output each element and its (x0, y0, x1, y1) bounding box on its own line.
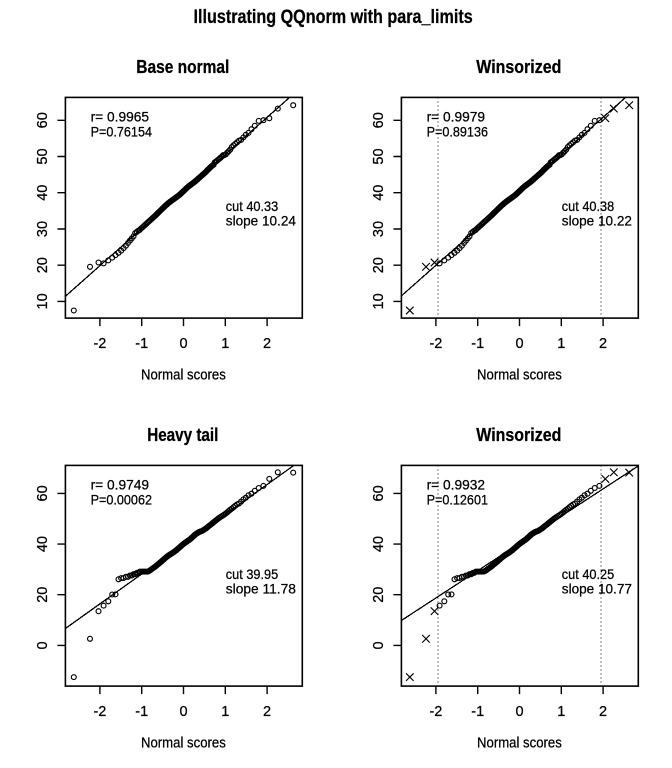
svg-text:r= 0.9749: r= 0.9749 (91, 478, 150, 493)
svg-text:30: 30 (35, 221, 51, 237)
svg-text:10: 10 (371, 293, 387, 309)
svg-text:cut 40.38: cut 40.38 (562, 199, 615, 214)
svg-text:r= 0.9932: r= 0.9932 (427, 478, 485, 493)
svg-text:0: 0 (35, 641, 51, 649)
svg-text:Winsorized: Winsorized (476, 425, 561, 445)
svg-text:2: 2 (263, 704, 271, 720)
svg-text:10: 10 (35, 293, 51, 309)
svg-text:0: 0 (371, 641, 387, 649)
svg-text:-2: -2 (93, 336, 106, 352)
svg-text:0: 0 (179, 336, 187, 352)
svg-text:20: 20 (371, 257, 387, 273)
svg-text:cut 39.95: cut 39.95 (226, 567, 279, 582)
svg-text:40: 40 (35, 536, 51, 552)
svg-text:r= 0.9965: r= 0.9965 (91, 110, 150, 125)
svg-text:40: 40 (371, 536, 387, 552)
svg-text:60: 60 (35, 112, 51, 128)
svg-text:0: 0 (515, 704, 523, 720)
svg-text:2: 2 (599, 704, 607, 720)
svg-text:40: 40 (35, 185, 51, 201)
svg-text:-2: -2 (93, 704, 106, 720)
svg-text:50: 50 (371, 148, 387, 164)
svg-text:slope 10.77: slope 10.77 (562, 582, 632, 597)
svg-text:1: 1 (557, 336, 565, 352)
svg-text:20: 20 (371, 587, 387, 603)
svg-text:Winsorized: Winsorized (476, 57, 561, 77)
svg-text:P=0.76154: P=0.76154 (91, 125, 153, 140)
svg-text:cut 40.33: cut 40.33 (226, 199, 279, 214)
svg-text:20: 20 (35, 257, 51, 273)
svg-text:P=0.00062: P=0.00062 (91, 493, 152, 508)
svg-text:cut 40.25: cut 40.25 (562, 567, 615, 582)
svg-text:-1: -1 (135, 704, 148, 720)
svg-text:0: 0 (179, 704, 187, 720)
svg-text:50: 50 (35, 148, 51, 164)
svg-text:1: 1 (221, 704, 229, 720)
svg-text:1: 1 (557, 704, 565, 720)
svg-text:-2: -2 (429, 336, 442, 352)
svg-text:r= 0.9979: r= 0.9979 (427, 110, 486, 125)
svg-text:30: 30 (371, 221, 387, 237)
svg-text:slope 10.22: slope 10.22 (562, 214, 632, 229)
svg-text:2: 2 (599, 336, 607, 352)
svg-text:-2: -2 (429, 704, 442, 720)
svg-text:-1: -1 (471, 336, 484, 352)
svg-text:60: 60 (371, 485, 387, 501)
svg-text:20: 20 (35, 587, 51, 603)
svg-text:0: 0 (515, 336, 523, 352)
svg-text:40: 40 (371, 185, 387, 201)
svg-text:P=0.12601: P=0.12601 (427, 493, 488, 508)
svg-text:60: 60 (371, 112, 387, 128)
svg-text:slope 11.78: slope 11.78 (226, 582, 296, 597)
svg-text:-1: -1 (471, 704, 484, 720)
svg-text:Normal scores: Normal scores (477, 735, 562, 751)
svg-text:1: 1 (221, 336, 229, 352)
svg-text:2: 2 (263, 336, 271, 352)
svg-text:P=0.89136: P=0.89136 (427, 125, 489, 140)
svg-text:Illustrating QQnorm with para_: Illustrating QQnorm with para_limits (194, 7, 473, 28)
svg-text:Normal scores: Normal scores (141, 735, 226, 751)
svg-text:slope 10.24: slope 10.24 (226, 214, 296, 229)
svg-text:60: 60 (35, 485, 51, 501)
svg-text:Normal scores: Normal scores (477, 367, 562, 383)
svg-text:Heavy tail: Heavy tail (147, 425, 218, 445)
svg-text:Base normal: Base normal (136, 57, 229, 77)
svg-text:Normal scores: Normal scores (141, 367, 226, 383)
svg-text:-1: -1 (135, 336, 148, 352)
